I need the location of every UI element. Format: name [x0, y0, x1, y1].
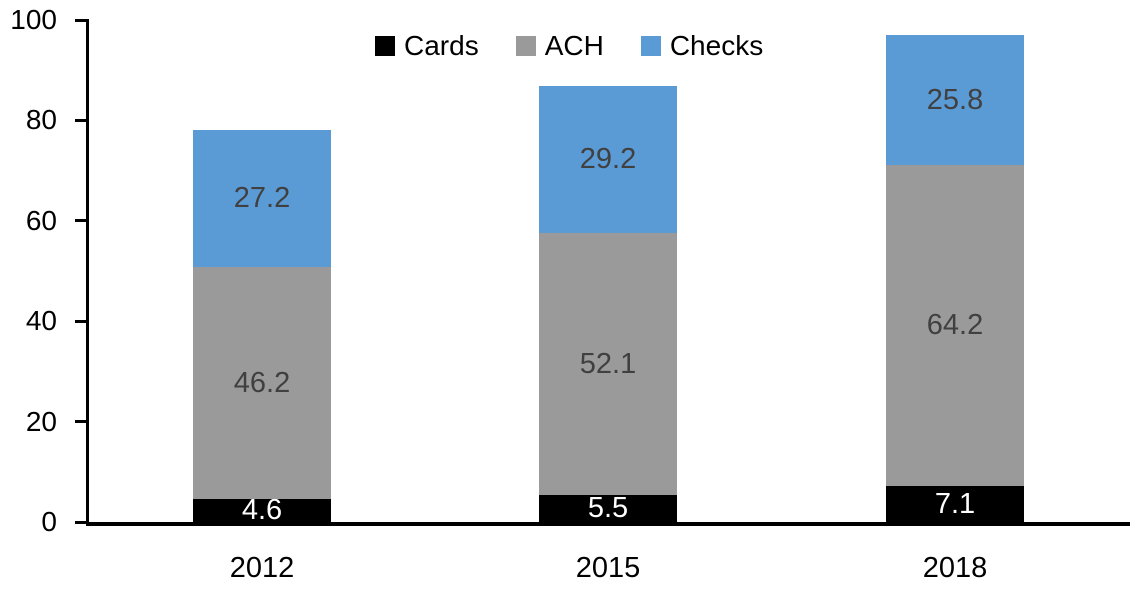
legend-swatch-checks	[640, 36, 661, 56]
bar-segment-label: 27.2	[233, 182, 291, 214]
bar-segment-cards-2015: 5.5	[539, 491, 677, 524]
y-axis-tick	[75, 119, 86, 122]
y-axis-tick-label: 20	[25, 406, 57, 437]
x-axis-category-label: 2018	[922, 552, 988, 584]
y-axis-tick-label: 60	[25, 205, 57, 236]
x-axis-line	[86, 522, 1130, 526]
bar-segment-ach-2015: 52.1	[539, 233, 677, 495]
y-axis-line	[86, 19, 89, 526]
bar-segment-label: 64.2	[926, 308, 984, 341]
bar-segment-label: 46.2	[233, 366, 291, 399]
bar-segment-checks-2018: 25.8	[886, 35, 1024, 165]
y-axis-tick	[75, 521, 86, 524]
bar-segment-ach-2012: 46.2	[193, 267, 331, 499]
bar-segment-label: 4.6	[241, 494, 283, 526]
legend-swatch-ach	[515, 36, 536, 56]
bar-segment-label: 7.1	[934, 487, 976, 520]
bar-segment-label: 29.2	[579, 143, 637, 175]
legend-item-checks: Checks	[640, 30, 764, 62]
legend-label: Cards	[404, 30, 479, 61]
bar-segment-checks-2015: 29.2	[539, 86, 677, 233]
y-axis-tick-label: 0	[41, 506, 57, 537]
legend-item-cards: Cards	[375, 30, 479, 62]
x-axis-category-label: 2015	[575, 552, 641, 584]
y-axis-tick	[75, 19, 86, 22]
bar-segment-checks-2012: 27.2	[193, 130, 331, 267]
bar-segment-cards-2012: 4.6	[193, 494, 331, 526]
chart-legend: Cards ACH Checks	[375, 30, 763, 62]
bar-segment-cards-2018: 7.1	[886, 486, 1024, 522]
legend-label: ACH	[544, 30, 604, 61]
bar-segment-label: 5.5	[587, 491, 629, 524]
legend-item-ach: ACH	[515, 30, 604, 62]
x-axis-category-label: 2012	[229, 552, 295, 584]
bar-segment-label: 52.1	[579, 347, 637, 380]
legend-label: Checks	[669, 30, 764, 61]
y-axis-tick-label: 100	[10, 4, 57, 35]
bar-segment-ach-2018: 64.2	[886, 164, 1024, 486]
y-axis-tick-label: 80	[25, 104, 57, 135]
bar-segment-label: 25.8	[926, 83, 984, 116]
y-axis-tick-label: 40	[25, 305, 57, 336]
legend-swatch-cards	[375, 36, 395, 56]
y-axis-tick	[75, 320, 86, 323]
y-axis-tick	[75, 219, 86, 222]
y-axis-tick	[75, 420, 86, 423]
